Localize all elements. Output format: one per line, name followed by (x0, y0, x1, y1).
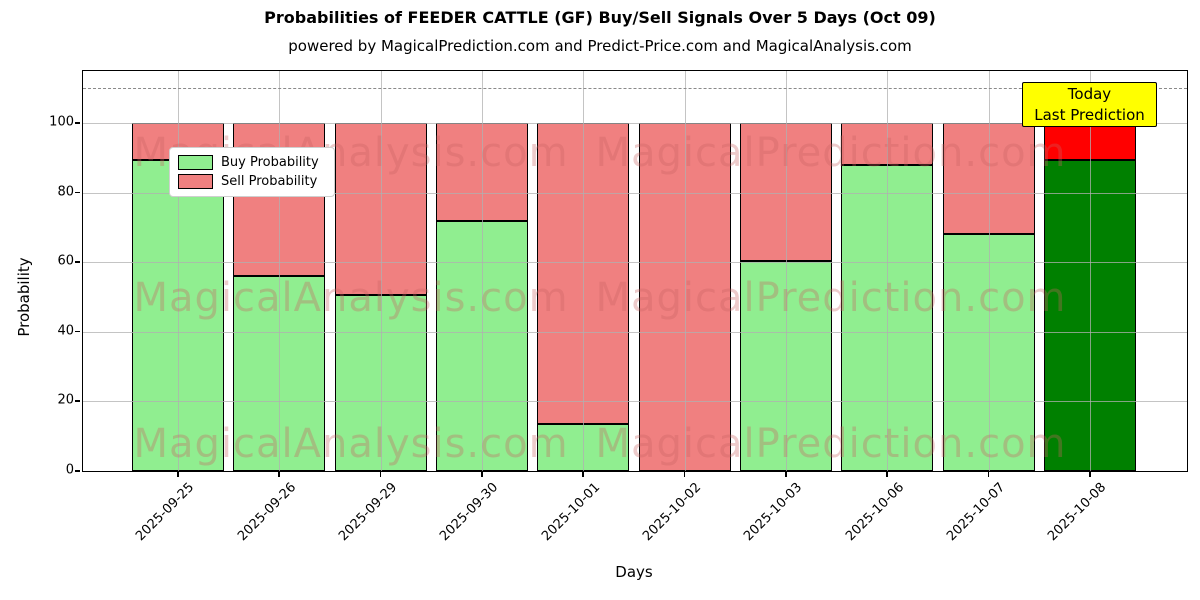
y-tick-label: 40 (57, 323, 74, 339)
x-tick (481, 472, 483, 477)
chart-title: Probabilities of FEEDER CATTLE (GF) Buy/… (264, 8, 936, 27)
x-tick-label: 2025-10-08 (1045, 480, 1110, 545)
x-gridline (786, 71, 787, 471)
dashed-threshold-line (83, 88, 1187, 90)
annotation-line-2: Last Prediction (1034, 105, 1145, 124)
legend-item-buy: Buy Probability (178, 153, 326, 172)
x-tick (582, 472, 584, 477)
chart-subtitle: powered by MagicalPrediction.com and Pre… (288, 37, 912, 55)
x-tick-label: 2025-09-25 (133, 480, 198, 545)
x-tick (1089, 472, 1091, 477)
x-axis-label: Days (615, 563, 653, 581)
x-gridline (684, 71, 686, 471)
x-tick-label: 2025-10-03 (741, 480, 806, 545)
y-tick (75, 330, 80, 333)
y-gridline (83, 331, 1187, 333)
x-tick-label: 2025-10-02 (640, 480, 705, 545)
x-tick (785, 472, 787, 477)
y-tick-label: 60 (57, 253, 74, 269)
y-tick-label: 0 (65, 462, 74, 478)
x-tick (379, 472, 382, 477)
watermark-text: MagicalAnalysis.com (133, 421, 569, 467)
y-gridline (83, 401, 1187, 403)
legend-item-sell: Sell Probability (178, 172, 326, 191)
x-tick-label: 2025-10-07 (944, 480, 1009, 545)
watermark-text: MagicalAnalysis.com (133, 275, 569, 321)
plot-area: Buy Probability Sell Probability Magical… (82, 70, 1188, 472)
x-tick-label: 2025-10-06 (842, 480, 907, 545)
x-tick (886, 472, 888, 477)
watermark-text: MagicalPrediction.com (595, 421, 1067, 467)
x-gridline (583, 71, 585, 471)
sell-color-swatch (178, 174, 213, 189)
legend-label-sell: Sell Probability (221, 174, 318, 189)
buy-color-swatch (178, 155, 213, 170)
y-tick-label: 20 (57, 392, 74, 408)
legend-label-buy: Buy Probability (221, 155, 319, 170)
x-gridline (1090, 71, 1091, 471)
x-gridline (279, 71, 281, 471)
x-tick (987, 472, 990, 477)
y-tick (75, 400, 80, 402)
watermark-text: MagicalPrediction.com (595, 275, 1067, 321)
y-tick (75, 122, 80, 124)
watermark-text: MagicalPrediction.com (595, 130, 1067, 176)
x-tick-label: 2025-10-01 (538, 480, 603, 545)
x-tick-label: 2025-09-26 (234, 480, 299, 545)
y-gridline (83, 192, 1187, 194)
x-tick-label: 2025-09-29 (336, 480, 401, 545)
y-tick (75, 470, 80, 472)
x-tick (177, 472, 179, 477)
y-gridline (83, 262, 1187, 264)
today-annotation-box: Today Last Prediction (1022, 82, 1157, 127)
x-gridline (380, 71, 382, 471)
y-tick (75, 261, 80, 263)
x-gridline (178, 71, 179, 471)
x-tick (683, 472, 686, 477)
y-tick (75, 191, 80, 194)
y-axis-label: Probability (15, 257, 33, 337)
annotation-line-1: Today (1067, 84, 1112, 103)
x-tick (278, 472, 280, 477)
y-tick-label: 100 (49, 114, 74, 130)
legend: Buy Probability Sell Probability (169, 147, 335, 197)
x-gridline (988, 71, 990, 471)
y-gridline (83, 123, 1187, 125)
x-gridline (482, 71, 483, 471)
y-tick-label: 80 (57, 184, 74, 200)
x-tick-label: 2025-09-30 (437, 480, 502, 545)
x-gridline (887, 71, 889, 471)
